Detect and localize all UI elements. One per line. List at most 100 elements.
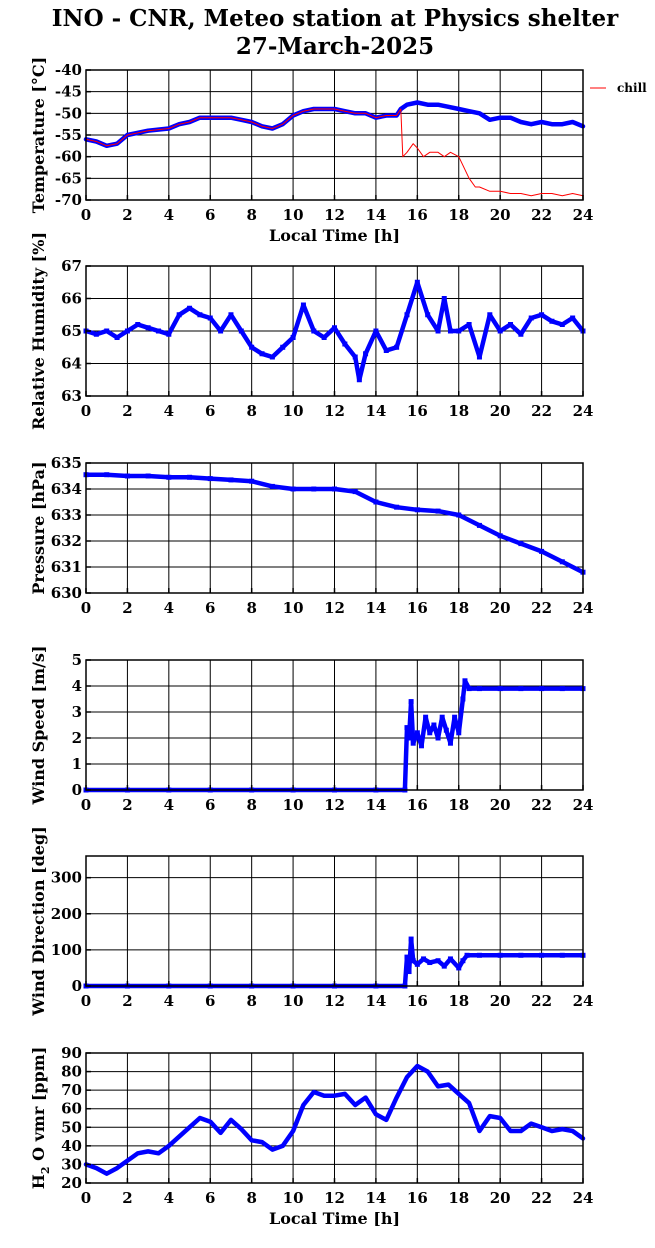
x-tick-label: 10	[283, 796, 304, 814]
y-axis-label: Relative Humidity [%]	[29, 232, 48, 430]
chart-title-line-1: INO - CNR, Meteo station at Physics shel…	[52, 5, 619, 32]
data-point	[466, 322, 472, 327]
data-point	[539, 952, 545, 958]
y-tick-label: 2	[72, 729, 82, 747]
x-tick-label: 8	[246, 206, 256, 224]
data-point	[356, 377, 362, 383]
data-point	[435, 958, 441, 964]
data-point	[464, 952, 470, 958]
data-point	[124, 328, 130, 334]
x-tick-label: 24	[573, 1189, 594, 1207]
data-point	[435, 328, 441, 334]
y-tick-label: 80	[61, 1063, 82, 1081]
x-tick-label: 2	[122, 599, 132, 617]
x-tick-label: 22	[531, 1189, 552, 1207]
data-point	[487, 312, 493, 318]
x-tick-label: 6	[205, 599, 215, 617]
data-point	[373, 499, 379, 505]
data-point	[207, 315, 213, 321]
data-point	[145, 473, 151, 479]
data-point	[497, 533, 503, 539]
y-tick-label: 50	[61, 1118, 82, 1136]
x-tick-label: 8	[246, 1189, 256, 1207]
data-point	[539, 686, 545, 692]
data-point	[300, 302, 306, 308]
x-tick-label: 16	[407, 796, 428, 814]
x-tick-label: 2	[122, 402, 132, 420]
data-point	[439, 714, 445, 720]
x-tick-label: 22	[531, 402, 552, 420]
data-point	[414, 961, 420, 967]
x-tick-label: 6	[205, 402, 215, 420]
panel-6: 0 2 4 6 8 10 12 14 16 18 20 22 242030405060708090H2 …	[29, 1044, 593, 1228]
x-tick-label: 14	[365, 796, 386, 814]
x-tick-label: 10	[283, 599, 304, 617]
x-tick-label: 24	[573, 599, 594, 617]
data-point	[259, 351, 265, 357]
data-point	[456, 730, 462, 736]
x-tick-label: 14	[365, 206, 386, 224]
x-tick-label: 20	[490, 402, 511, 420]
data-point	[497, 686, 503, 692]
data-point	[427, 960, 433, 966]
y-tick-label: 1	[72, 755, 82, 773]
data-point	[321, 335, 327, 340]
x-tick-label: 4	[164, 206, 174, 224]
y-tick-label: -45	[55, 83, 82, 101]
x-tick-label: 12	[324, 402, 345, 420]
x-tick-label: 12	[324, 1189, 345, 1207]
data-point	[410, 740, 416, 746]
data-point	[404, 954, 410, 960]
y-tick-label: 634	[51, 480, 82, 498]
data-point	[104, 472, 110, 478]
data-point	[290, 486, 296, 492]
y-tick-label: 65	[61, 322, 82, 340]
y-axis-label: Pressure [hPa]	[29, 461, 48, 594]
data-point	[155, 328, 161, 334]
data-point	[352, 354, 358, 360]
data-point	[414, 279, 420, 285]
data-point	[476, 686, 482, 692]
data-point	[456, 328, 462, 334]
x-tick-label: 10	[283, 206, 304, 224]
y-tick-label: 90	[61, 1044, 82, 1062]
data-point	[269, 483, 275, 489]
series-line	[83, 1063, 586, 1176]
data-point	[406, 735, 412, 741]
data-point	[124, 473, 130, 479]
x-tick-label: 20	[490, 1189, 511, 1207]
y-tick-label: 100	[51, 941, 82, 959]
data-point	[456, 512, 462, 518]
y-tick-label: 630	[51, 584, 82, 602]
data-point	[238, 328, 244, 334]
x-tick-label: 18	[448, 992, 469, 1010]
x-tick-label: 8	[246, 599, 256, 617]
x-tick-label: 10	[283, 1189, 304, 1207]
y-tick-label: -65	[55, 169, 82, 187]
panel-3: 0 2 4 6 8 10 12 14 16 18 20 22 24630631632633634635P…	[29, 454, 593, 617]
x-tick-label: 12	[324, 992, 345, 1010]
y-tick-label: 60	[61, 1100, 82, 1118]
data-point	[249, 344, 255, 350]
data-point	[539, 548, 545, 554]
data-point	[166, 331, 172, 337]
x-tick-label: 2	[122, 1189, 132, 1207]
data-point	[269, 354, 275, 360]
data-point	[425, 312, 431, 318]
data-point	[197, 312, 203, 318]
x-tick-label: 8	[246, 796, 256, 814]
data-point	[497, 328, 503, 334]
y-tick-label: 63	[61, 387, 82, 405]
x-tick-label: 18	[448, 206, 469, 224]
y-tick-label: 4	[72, 677, 82, 695]
chart-title-line-2: 27-March-2025	[236, 33, 434, 60]
data-point	[452, 714, 458, 720]
y-axis-label: Wind Direction [deg]	[29, 826, 48, 1017]
data-point	[447, 328, 453, 334]
x-tick-label: 0	[81, 206, 91, 224]
y-tick-label: 20	[61, 1174, 82, 1192]
data-point	[435, 508, 441, 514]
data-point	[441, 963, 447, 969]
data-point	[332, 486, 337, 492]
